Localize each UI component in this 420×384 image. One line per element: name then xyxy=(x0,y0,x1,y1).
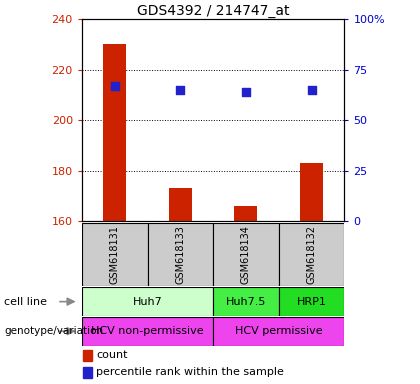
Point xyxy=(243,89,249,95)
Text: GSM618133: GSM618133 xyxy=(175,225,185,284)
Text: genotype/variation: genotype/variation xyxy=(4,326,103,336)
Bar xyxy=(300,163,323,221)
Text: Huh7.5: Huh7.5 xyxy=(226,296,266,307)
Point xyxy=(308,87,315,93)
FancyBboxPatch shape xyxy=(82,223,147,286)
FancyBboxPatch shape xyxy=(82,287,213,316)
Bar xyxy=(234,206,257,221)
Text: cell line: cell line xyxy=(4,296,47,307)
FancyBboxPatch shape xyxy=(82,317,213,346)
Text: HCV non-permissive: HCV non-permissive xyxy=(91,326,204,336)
Bar xyxy=(103,45,126,221)
Bar xyxy=(83,350,92,361)
Text: Huh7: Huh7 xyxy=(133,296,163,307)
Text: GSM618131: GSM618131 xyxy=(110,225,120,284)
Bar xyxy=(169,189,192,221)
Text: count: count xyxy=(96,350,128,360)
FancyBboxPatch shape xyxy=(213,317,344,346)
Point xyxy=(111,83,118,89)
FancyBboxPatch shape xyxy=(279,287,344,316)
FancyBboxPatch shape xyxy=(147,223,213,286)
Point xyxy=(177,87,184,93)
Bar xyxy=(83,367,92,377)
Text: GSM618134: GSM618134 xyxy=(241,225,251,284)
Text: percentile rank within the sample: percentile rank within the sample xyxy=(96,367,284,377)
FancyBboxPatch shape xyxy=(213,287,279,316)
Title: GDS4392 / 214747_at: GDS4392 / 214747_at xyxy=(137,4,289,18)
FancyBboxPatch shape xyxy=(213,223,279,286)
Text: HRP1: HRP1 xyxy=(297,296,326,307)
Text: GSM618132: GSM618132 xyxy=(307,225,317,284)
FancyBboxPatch shape xyxy=(279,223,344,286)
Text: HCV permissive: HCV permissive xyxy=(235,326,323,336)
